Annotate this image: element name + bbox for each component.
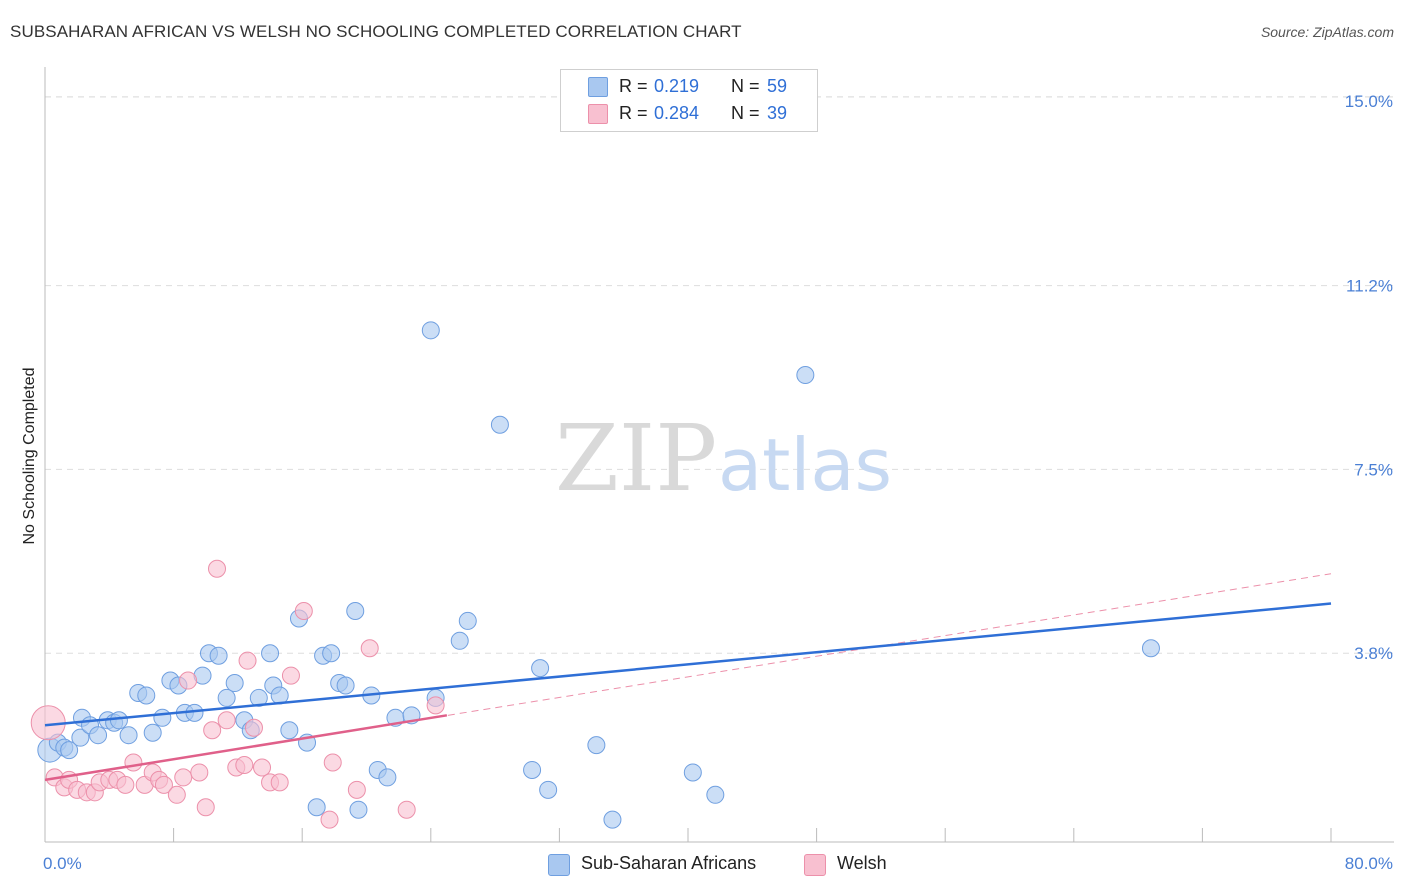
y-tick-label: 3.8% xyxy=(1354,644,1393,663)
point-welsh[interactable] xyxy=(323,753,342,772)
legend-label: Sub-Saharan Africans xyxy=(581,853,757,873)
y-tick-label: 15.0% xyxy=(1345,92,1393,111)
point-subsaharan[interactable] xyxy=(209,646,228,665)
point-subsaharan[interactable] xyxy=(683,763,702,782)
point-subsaharan[interactable] xyxy=(346,602,365,620)
point-subsaharan[interactable] xyxy=(458,611,477,630)
trend-lines xyxy=(44,573,1332,782)
point-subsaharan[interactable] xyxy=(109,711,128,730)
point-welsh[interactable] xyxy=(196,798,215,817)
legend-swatch-pink xyxy=(588,104,608,124)
legend-row-subsaharan: R = 0.219 N = 59 xyxy=(561,74,817,100)
point-subsaharan[interactable] xyxy=(225,674,244,693)
trend-line-welsh xyxy=(44,714,448,782)
point-subsaharan[interactable] xyxy=(217,688,236,707)
legend-swatch-blue xyxy=(588,77,608,97)
point-subsaharan[interactable] xyxy=(143,723,162,742)
point-subsaharan[interactable] xyxy=(603,810,622,829)
y-tick-label: 11.2% xyxy=(1346,277,1393,296)
point-welsh[interactable] xyxy=(167,785,186,804)
point-subsaharan[interactable] xyxy=(119,726,138,745)
point-welsh[interactable] xyxy=(154,775,173,794)
point-welsh[interactable] xyxy=(235,756,254,774)
x-tick-label-min: 0.0% xyxy=(43,854,82,873)
source-label: Source: ZipAtlas.com xyxy=(1260,24,1394,40)
point-welsh[interactable] xyxy=(426,696,445,715)
y-tick-labels: 3.8% 7.5% 11.2% 15.0% xyxy=(1345,92,1393,663)
point-subsaharan[interactable] xyxy=(71,728,90,747)
point-subsaharan[interactable] xyxy=(261,644,280,663)
point-subsaharan[interactable] xyxy=(378,768,397,787)
point-subsaharan[interactable] xyxy=(322,644,341,663)
legend-label: Welsh xyxy=(837,853,887,873)
legend-n-label: N = xyxy=(731,76,760,96)
legend-r-value: 0.284 xyxy=(654,103,700,123)
legend-r-value: 0.219 xyxy=(654,76,700,96)
point-welsh[interactable] xyxy=(203,721,222,740)
watermark-zip: ZIP xyxy=(555,405,717,512)
point-welsh[interactable] xyxy=(320,810,339,829)
grid-lines xyxy=(45,96,1394,654)
point-subsaharan[interactable] xyxy=(421,321,440,340)
point-subsaharan[interactable] xyxy=(249,688,268,707)
y-tick-label: 7.5% xyxy=(1354,460,1393,479)
watermark-atlas: atlas xyxy=(718,423,892,507)
point-subsaharan[interactable] xyxy=(450,631,469,650)
point-welsh[interactable] xyxy=(208,559,227,578)
point-welsh[interactable] xyxy=(124,753,143,772)
point-welsh[interactable] xyxy=(238,651,257,670)
point-subsaharan[interactable] xyxy=(153,708,172,727)
legend-n-value: 39 xyxy=(767,103,788,123)
point-subsaharan[interactable] xyxy=(349,800,368,819)
point-subsaharan[interactable] xyxy=(60,741,79,760)
data-points xyxy=(30,321,1160,829)
chart-title: SUBSAHARAN AFRICAN VS WELSH NO SCHOOLING… xyxy=(10,22,742,41)
point-welsh[interactable] xyxy=(244,718,263,737)
point-subsaharan[interactable] xyxy=(523,760,542,779)
legend-row-welsh: R = 0.284 N = 39 xyxy=(561,101,817,127)
y-axis-label: No Schooling Completed xyxy=(21,368,38,545)
point-welsh[interactable] xyxy=(190,763,209,782)
point-subsaharan[interactable] xyxy=(587,736,606,755)
point-welsh[interactable] xyxy=(270,773,289,792)
point-welsh[interactable] xyxy=(347,780,366,799)
point-subsaharan[interactable] xyxy=(1141,639,1160,658)
point-subsaharan[interactable] xyxy=(336,676,355,695)
point-welsh[interactable] xyxy=(253,758,272,777)
point-welsh[interactable] xyxy=(360,639,379,658)
legend-n-value: 59 xyxy=(767,76,788,96)
legend-r-label: R = xyxy=(619,76,648,96)
trend-line-subsaharan xyxy=(44,602,1332,727)
point-welsh[interactable] xyxy=(294,602,313,620)
point-welsh[interactable] xyxy=(116,775,135,794)
legend-n-label: N = xyxy=(731,103,760,123)
point-subsaharan[interactable] xyxy=(490,415,509,434)
point-subsaharan[interactable] xyxy=(280,721,299,740)
legend-swatch-blue xyxy=(548,854,570,876)
point-welsh[interactable] xyxy=(281,666,300,685)
x-tick-labels: 0.0% 80.0% xyxy=(43,854,1393,873)
point-welsh[interactable] xyxy=(217,711,236,730)
legend-r-label: R = xyxy=(619,103,648,123)
legend-swatch-pink xyxy=(804,854,826,876)
point-subsaharan[interactable] xyxy=(539,780,558,799)
point-welsh[interactable] xyxy=(179,671,198,690)
point-subsaharan[interactable] xyxy=(531,659,550,678)
stats-legend: R = 0.219 N = 59 R = 0.284 N = 39 xyxy=(560,69,818,132)
point-subsaharan[interactable] xyxy=(307,798,326,817)
x-tick-label-max: 80.0% xyxy=(1345,854,1393,873)
point-subsaharan[interactable] xyxy=(137,686,156,705)
point-welsh[interactable] xyxy=(397,800,416,819)
point-subsaharan[interactable] xyxy=(706,785,725,804)
point-welsh[interactable] xyxy=(174,768,193,787)
point-subsaharan[interactable] xyxy=(89,726,108,745)
point-subsaharan[interactable] xyxy=(796,366,815,385)
series-legend: Sub-Saharan Africans Welsh xyxy=(0,852,1406,878)
